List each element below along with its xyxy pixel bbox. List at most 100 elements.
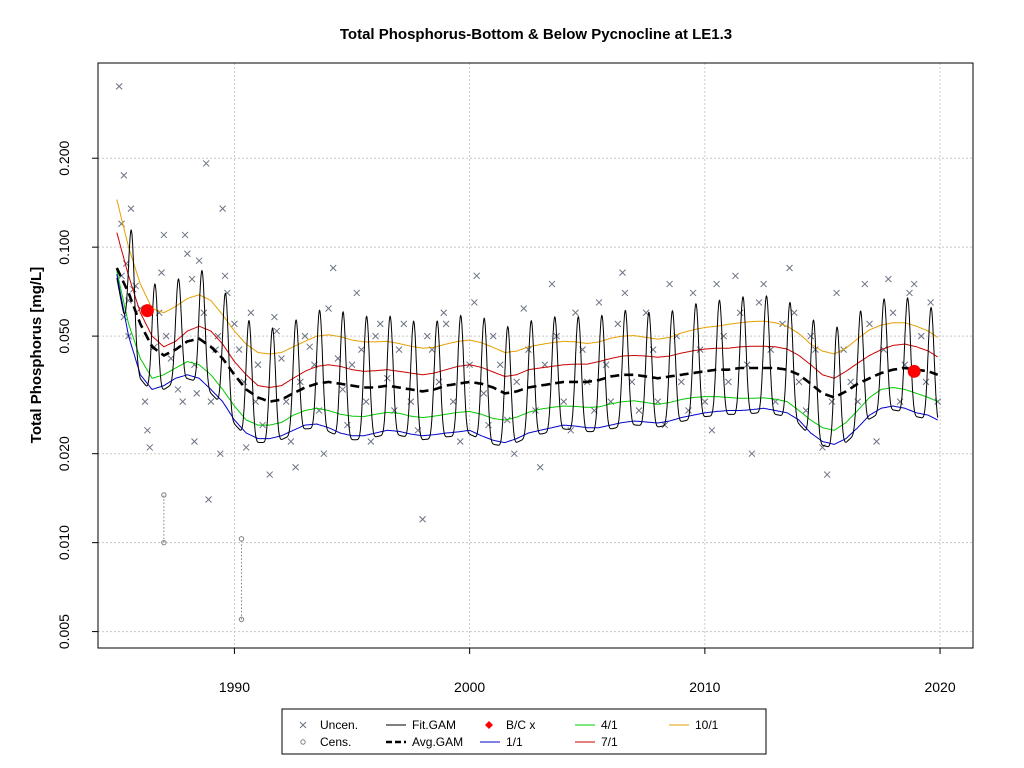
uncensored-point — [786, 264, 793, 272]
y-tick-label: 0.050 — [56, 318, 72, 353]
uncensored-point — [214, 332, 222, 340]
uncensored-point — [503, 416, 511, 424]
uncensored-point — [282, 398, 290, 406]
uncensored-point — [725, 378, 732, 386]
y-tick-label: 0.010 — [56, 525, 72, 560]
x-tick-label: 2020 — [924, 679, 955, 695]
uncensored-point — [861, 280, 869, 288]
uncensored-point — [376, 320, 384, 328]
uncensored-point — [179, 398, 187, 406]
uncensored-point — [807, 332, 815, 340]
uncensored-point — [278, 355, 285, 362]
uncensored-point — [329, 264, 337, 272]
uncensored-point — [306, 343, 314, 351]
uncensored-point — [184, 250, 191, 258]
uncensored-point — [160, 231, 168, 239]
legend-label: Avg.GAM — [412, 735, 463, 749]
uncensored-point — [708, 426, 716, 434]
uncensored-point — [167, 355, 175, 362]
uncensored-point — [595, 299, 603, 306]
y-tick-label: 0.100 — [56, 229, 72, 264]
bc-point — [140, 304, 154, 318]
uncensored-point — [873, 438, 880, 445]
uncensored-point — [442, 320, 450, 328]
x-tick-label: 2000 — [454, 679, 485, 695]
uncensored-point — [760, 280, 768, 288]
legend-label: 1/1 — [506, 735, 523, 749]
uncensored-point — [200, 309, 208, 317]
uncensored-point — [701, 398, 709, 406]
uncensored-point — [677, 378, 685, 386]
uncensored-point — [400, 320, 408, 328]
legend-box — [281, 708, 767, 755]
legend-label: B/C x — [506, 718, 535, 732]
uncensored-point — [489, 332, 497, 340]
plot-frame — [97, 62, 974, 649]
legend-swatch-circle — [300, 739, 306, 745]
uncensored-point — [423, 332, 431, 340]
uncensored-point — [120, 313, 128, 321]
uncensored-point — [748, 450, 756, 458]
uncensored-point — [348, 361, 356, 369]
x-axis: 1990 2000 2010 2020 — [219, 648, 956, 695]
uncensored-point — [910, 280, 918, 288]
uncensored-point — [372, 332, 379, 340]
censored-point — [161, 539, 167, 546]
legend-swatch-diamond — [485, 721, 493, 729]
legend-swatch-xmark — [299, 721, 307, 729]
uncensored-point — [353, 289, 361, 297]
uncensored-point — [273, 327, 281, 335]
uncensored-point — [115, 83, 123, 90]
uncensored-point — [884, 275, 892, 283]
censored-point — [161, 492, 167, 498]
uncensored-point — [158, 269, 165, 276]
uncensored-point — [635, 407, 643, 414]
uncensored-point — [339, 386, 346, 393]
uncensored-point — [141, 398, 149, 406]
uncensored-point — [661, 421, 669, 429]
uncensored-point — [120, 171, 128, 179]
uncensored-point — [205, 496, 212, 503]
uncensored-point — [922, 378, 930, 386]
uncensored-point — [828, 398, 836, 406]
series-line-1-1 — [116, 274, 938, 445]
uncensored-point — [219, 205, 227, 213]
uncensored-point — [901, 361, 909, 369]
plot-layer — [115, 83, 942, 623]
uncensored-point — [449, 398, 457, 406]
uncensored-point — [191, 438, 198, 445]
series-line-7-1 — [116, 232, 938, 389]
censored-point — [238, 616, 245, 623]
censored-point — [238, 536, 245, 542]
x-tick-label: 2010 — [689, 679, 720, 695]
legend-label: Fit.GAM — [412, 718, 456, 732]
uncensored-point — [520, 305, 528, 312]
uncensored-point — [188, 275, 196, 283]
uncensored-point — [216, 450, 224, 458]
uncensored-point — [689, 289, 697, 297]
uncensored-point — [736, 309, 744, 317]
uncensored-point — [181, 231, 189, 239]
uncensored-point — [367, 438, 375, 445]
uncensored-point — [235, 346, 243, 353]
legend-label: 4/1 — [601, 718, 618, 732]
uncensored-point — [795, 378, 803, 386]
y-tick-label: 0.200 — [56, 140, 72, 175]
uncensored-point — [480, 390, 488, 397]
legend-label: 7/1 — [601, 735, 618, 749]
uncensored-point — [207, 398, 215, 406]
uncensored-point — [193, 390, 201, 397]
uncensored-point — [296, 378, 304, 386]
uncensored-point — [202, 160, 210, 167]
uncensored-point — [247, 309, 255, 317]
x-tick-label: 1990 — [219, 679, 250, 695]
uncensored-point — [470, 299, 478, 306]
uncensored-point — [221, 272, 229, 280]
uncensored-point — [621, 289, 629, 297]
uncensored-point — [755, 299, 763, 306]
uncensored-point — [440, 309, 448, 317]
uncensored-point — [767, 346, 775, 353]
uncensored-point — [146, 444, 154, 451]
grid — [98, 63, 973, 648]
